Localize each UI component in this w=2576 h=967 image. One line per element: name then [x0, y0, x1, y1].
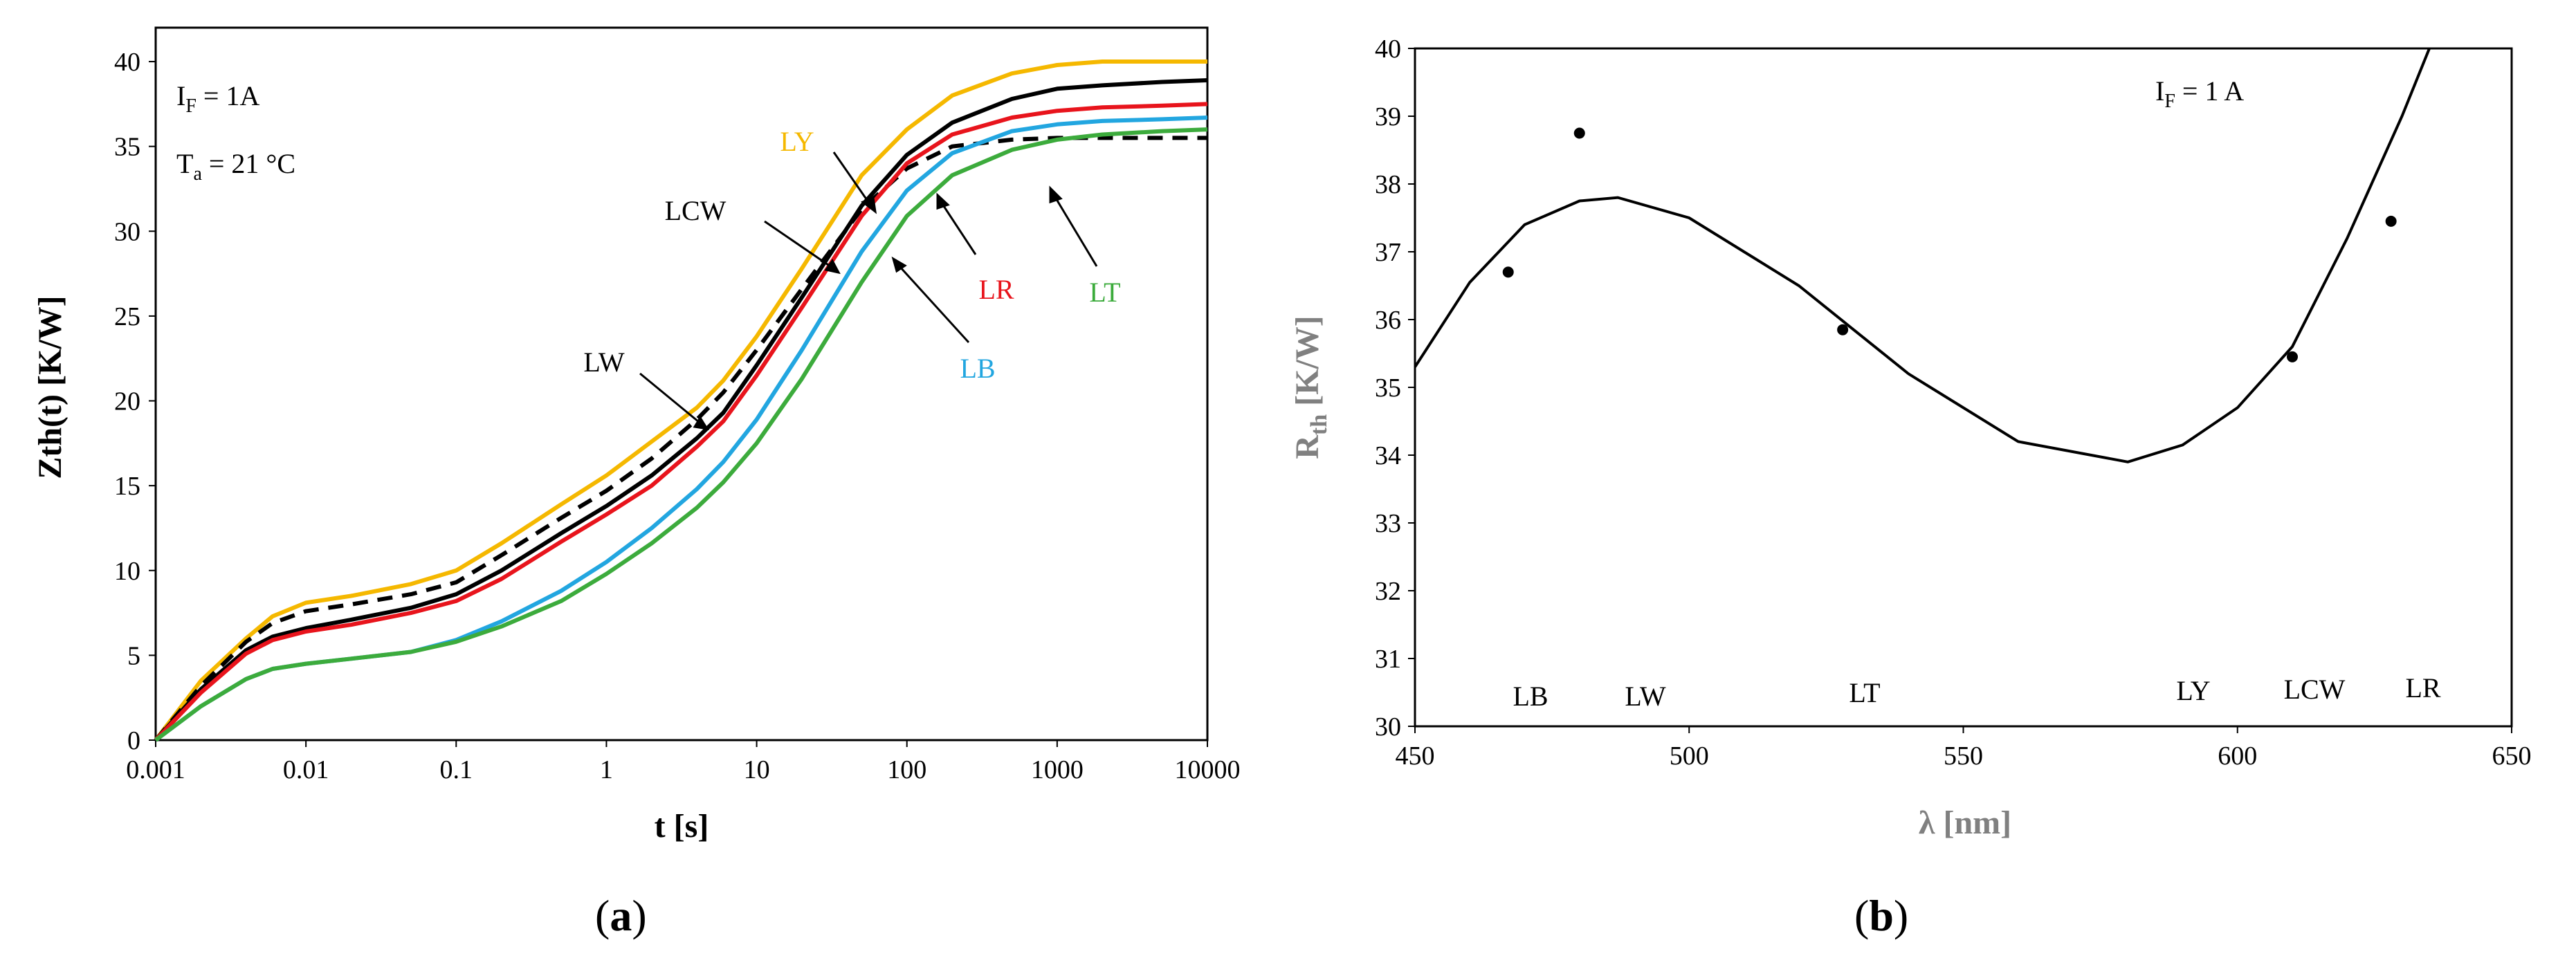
panel-a-y-tick-label: 25	[114, 302, 140, 331]
series-label-lcw: LCW	[665, 195, 727, 226]
data-point-lr	[2385, 215, 2397, 227]
panel-b-category-labels: LB LW LT LY LCW LR	[1513, 672, 2440, 712]
panel-a-current-annotation: IF = 1A	[176, 80, 259, 117]
panel-b-caption: (b)	[1854, 891, 1908, 940]
series-label-lr: LR	[978, 274, 1014, 305]
panel-a-y-tick-label: 20	[114, 387, 140, 416]
series-line-lt	[154, 127, 1208, 742]
category-label-lcw: LCW	[2284, 674, 2346, 705]
data-point-lt	[1837, 324, 1849, 335]
panel-b-y-tick-label: 38	[1375, 170, 1401, 199]
series-label-lb: LB	[960, 353, 995, 384]
panel-a-y-tick-label: 0	[127, 726, 140, 755]
panel-b-y-tick-label: 30	[1375, 712, 1401, 742]
panel-b-x-tick-label: 650	[2492, 742, 2532, 771]
panel-a-x-tick-label: 10000	[1175, 755, 1241, 784]
arrow-ly-head	[861, 196, 877, 214]
panel-a-x-tick-label: 0.1	[440, 755, 473, 784]
panel-b-y-tick-label: 39	[1375, 102, 1401, 131]
panel-a-y-tick-label: 5	[127, 641, 140, 670]
panel-b-y-tick-label: 40	[1375, 35, 1401, 64]
panel-b-chart: 450 500 550 600 650 30 31 32 33 34 35 36 37 38 39 40 LB…	[1289, 35, 2532, 940]
panel-b-x-axis-label: λ [nm]	[1919, 804, 2011, 841]
arrow-lr-head	[936, 192, 950, 210]
panel-a-chart: 0.001 0.01 0.1 1 10 100 1000 10000 0 5 10 15 20 25 30 3…	[32, 26, 1241, 940]
panel-b-y-tick-label: 31	[1375, 645, 1401, 674]
panel-b-y-tick-label: 35	[1375, 374, 1401, 403]
panel-a-series	[154, 59, 1208, 742]
data-point-lw	[1573, 127, 1585, 139]
panel-a-annotation-arrows	[639, 151, 1098, 431]
panel-b-x-tick-label: 600	[2218, 742, 2257, 771]
panel-a-x-tick-label: 0.01	[283, 755, 329, 784]
arrow-lr	[941, 203, 977, 255]
arrow-lw	[639, 372, 700, 423]
series-line-ly	[154, 59, 1207, 742]
arrow-lw-head	[693, 416, 710, 431]
panel-a-x-tick-label: 1	[600, 755, 613, 784]
arrow-lb-head	[891, 256, 907, 273]
arrow-ly	[832, 151, 870, 203]
arrow-lt-head	[1049, 185, 1063, 204]
arrow-lcw-head	[824, 259, 841, 275]
panel-b-y-tick-label: 33	[1375, 509, 1401, 538]
panel-b-y-tick-label: 36	[1375, 306, 1401, 335]
panel-b-data-points	[1502, 127, 2397, 362]
arrow-lb	[898, 265, 970, 344]
series-label-lw: LW	[583, 347, 624, 378]
category-label-lw: LW	[1625, 681, 1665, 712]
panel-a-x-axis-label: t [s]	[655, 808, 709, 845]
category-label-lb: LB	[1513, 681, 1548, 712]
panel-b-y-axis-label: Rth [K/W]	[1289, 315, 1332, 459]
arrow-lt	[1054, 196, 1098, 267]
panel-a-y-axis-label: Zth(t) [K/W]	[32, 295, 68, 479]
panel-b-ticks: 450 500 550 600 650 30 31 32 33 34 35 36 37 38 39 40	[1375, 35, 2532, 771]
data-point-lcw	[2287, 351, 2298, 362]
panel-a-series-labels: LY LCW LR LT LB LW	[583, 126, 1120, 384]
panel-a-x-tick-label: 100	[887, 755, 926, 784]
panel-a-x-tick-label: 1000	[1031, 755, 1084, 784]
panel-a-temperature-annotation: Ta = 21 °C	[176, 148, 295, 185]
arrow-lcw	[764, 220, 831, 268]
category-label-lt: LT	[1849, 677, 1880, 708]
series-label-lt: LT	[1089, 277, 1120, 308]
panel-b-plot-frame	[1414, 47, 2513, 728]
panel-b-x-tick-label: 450	[1396, 742, 1435, 771]
category-label-lr: LR	[2405, 672, 2440, 703]
category-label-ly: LY	[2176, 675, 2210, 706]
panel-b-x-tick-label: 550	[1944, 742, 1983, 771]
panel-a-y-tick-label: 10	[114, 557, 140, 586]
series-label-ly: LY	[780, 126, 814, 157]
series-line-lcw	[154, 78, 1208, 742]
panel-a-x-tick-label: 0.001	[126, 755, 185, 784]
panel-a-y-tick-label: 15	[114, 472, 140, 501]
panel-a-y-tick-label: 35	[114, 133, 140, 162]
series-line-lr	[154, 102, 1208, 742]
panel-b-y-tick-label: 37	[1375, 238, 1401, 267]
panel-b-y-tick-label: 32	[1375, 577, 1401, 606]
panel-a-plot-frame	[154, 26, 1209, 742]
panel-b-trendline	[1414, 48, 2431, 463]
series-line-lw	[154, 136, 1207, 742]
panel-b-y-tick-label: 34	[1375, 441, 1401, 470]
panel-a-ticks: 0.001 0.01 0.1 1 10 100 1000 10000 0 5 10 15 20 25 30 3…	[114, 48, 1241, 784]
panel-a-y-tick-label: 30	[114, 217, 140, 246]
panel-b-current-annotation: IF = 1 A	[2155, 75, 2244, 112]
panel-a-y-tick-label: 40	[114, 48, 140, 77]
data-point-lb	[1502, 266, 1514, 278]
panel-a-x-tick-label: 10	[744, 755, 770, 784]
panel-a-caption: (a)	[595, 891, 647, 940]
panel-b-x-tick-label: 500	[1670, 742, 1709, 771]
